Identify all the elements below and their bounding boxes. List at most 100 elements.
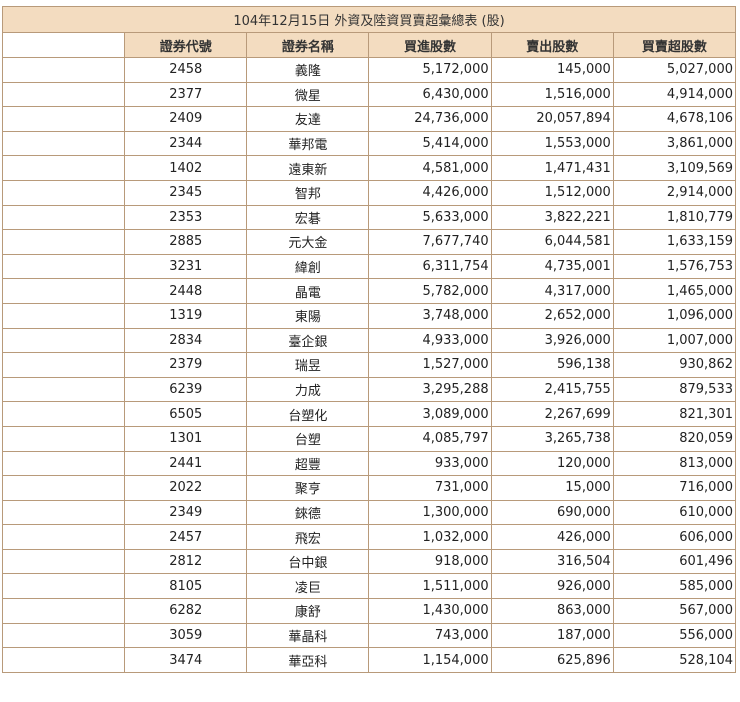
cell-net: 606,000 [612,524,737,550]
cell-sell: 145,000 [490,57,614,83]
cell-buy: 1,300,000 [368,499,492,526]
table-row: 3474 華亞科 1,154,000 625,896 528,104 [1,647,737,673]
cell-code: 2349 [124,499,248,526]
table-row: 2344 華邦電 5,414,000 1,553,000 3,861,000 [1,130,737,157]
table-row: 2457 飛宏 1,032,000 426,000 606,000 [1,524,737,550]
row-lead-cell [1,106,126,132]
cell-code: 6239 [124,376,248,403]
header-sell: 賣出股數 [490,32,614,58]
row-lead-cell [1,622,126,649]
table-row: 6239 力成 3,295,288 2,415,755 879,533 [1,376,737,403]
row-lead-cell [1,376,126,403]
table-caption-row: 104年12月15日 外資及陸資買賣超彙總表 (股) [2,6,736,33]
table-row: 2353 宏碁 5,633,000 3,822,221 1,810,779 [1,204,737,231]
cell-code: 3231 [124,253,248,280]
cell-buy: 3,089,000 [368,401,492,427]
cell-name: 聚亨 [246,475,370,501]
header-buy: 買進股數 [368,32,492,58]
cell-code: 3474 [124,647,248,673]
cell-name: 元大金 [246,229,370,255]
row-lead-cell [1,352,126,378]
row-lead-cell [1,229,126,255]
cell-net: 716,000 [612,475,737,501]
cell-name: 東陽 [246,302,370,329]
row-lead-cell [1,524,126,550]
cell-sell: 1,471,431 [490,155,614,181]
cell-net: 1,007,000 [612,327,737,354]
cell-name: 臺企銀 [246,327,370,354]
cell-buy: 5,172,000 [368,57,492,83]
cell-name: 飛宏 [246,524,370,550]
table-row: 2349 錸德 1,300,000 690,000 610,000 [1,499,737,526]
table-row: 2377 微星 6,430,000 1,516,000 4,914,000 [1,81,737,108]
row-lead-cell [1,327,126,354]
cell-code: 2458 [124,57,248,83]
cell-buy: 1,032,000 [368,524,492,550]
cell-code: 2344 [124,130,248,157]
row-lead-cell [1,81,126,108]
cell-net: 813,000 [612,450,737,477]
table-row: 2022 聚亨 731,000 15,000 716,000 [1,475,737,501]
cell-sell: 1,553,000 [490,130,614,157]
cell-code: 1301 [124,425,248,452]
cell-buy: 1,430,000 [368,598,492,624]
cell-buy: 918,000 [368,548,492,575]
cell-name: 台中銀 [246,548,370,575]
cell-sell: 15,000 [490,475,614,501]
cell-sell: 863,000 [490,598,614,624]
cell-buy: 5,782,000 [368,278,492,304]
cell-buy: 6,311,754 [368,253,492,280]
table-row: 2458 義隆 5,172,000 145,000 5,027,000 [1,57,737,83]
cell-name: 台塑化 [246,401,370,427]
cell-code: 2441 [124,450,248,477]
cell-sell: 4,735,001 [490,253,614,280]
cell-name: 華邦電 [246,130,370,157]
cell-code: 2448 [124,278,248,304]
cell-buy: 3,295,288 [368,376,492,403]
cell-net: 601,496 [612,548,737,575]
cell-code: 3059 [124,622,248,649]
cell-code: 6282 [124,598,248,624]
cell-buy: 4,933,000 [368,327,492,354]
row-lead-cell [1,302,126,329]
cell-net: 567,000 [612,598,737,624]
row-lead-cell [1,278,126,304]
row-lead-cell [1,548,126,575]
cell-code: 2409 [124,106,248,132]
cell-sell: 3,822,221 [490,204,614,231]
cell-buy: 933,000 [368,450,492,477]
cell-name: 義隆 [246,57,370,83]
row-lead-cell [1,647,126,673]
row-lead-cell [1,253,126,280]
table-row: 1402 遠東新 4,581,000 1,471,431 3,109,569 [1,155,737,181]
cell-sell: 1,516,000 [490,81,614,108]
cell-net: 821,301 [612,401,737,427]
table-row: 6282 康舒 1,430,000 863,000 567,000 [1,598,737,624]
table-row: 1319 東陽 3,748,000 2,652,000 1,096,000 [1,302,737,329]
cell-sell: 926,000 [490,573,614,600]
row-lead-cell [1,450,126,477]
cell-net: 4,914,000 [612,81,737,108]
cell-sell: 625,896 [490,647,614,673]
cell-name: 微星 [246,81,370,108]
cell-name: 華晶科 [246,622,370,649]
cell-net: 1,465,000 [612,278,737,304]
cell-code: 2885 [124,229,248,255]
header-net: 買賣超股數 [612,32,737,58]
table-row: 2379 瑞昱 1,527,000 596,138 930,862 [1,352,737,378]
cell-sell: 596,138 [490,352,614,378]
cell-sell: 3,926,000 [490,327,614,354]
cell-name: 緯創 [246,253,370,280]
cell-name: 台塑 [246,425,370,452]
cell-net: 3,861,000 [612,130,737,157]
cell-net: 1,810,779 [612,204,737,231]
cell-sell: 690,000 [490,499,614,526]
table-row: 3059 華晶科 743,000 187,000 556,000 [1,622,737,649]
cell-name: 瑞昱 [246,352,370,378]
cell-net: 610,000 [612,499,737,526]
cell-buy: 6,430,000 [368,81,492,108]
cell-code: 1319 [124,302,248,329]
cell-name: 凌巨 [246,573,370,600]
cell-sell: 2,415,755 [490,376,614,403]
cell-code: 6505 [124,401,248,427]
